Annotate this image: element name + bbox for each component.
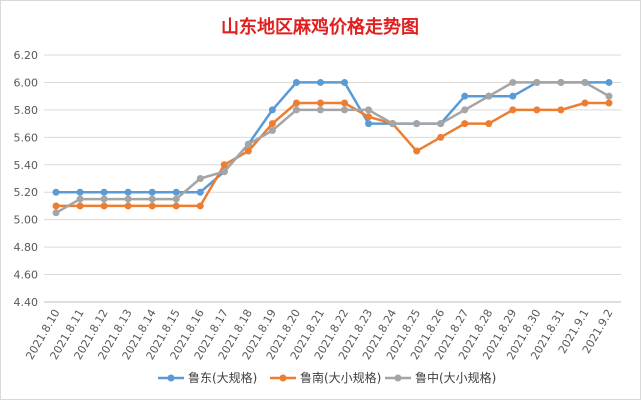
y-axis: 4.40 4.60 4.80 5.00 5.20 5.40 5.60 5.80 6.00 6.20 xyxy=(14,49,39,309)
y-tick-label: 5.60 xyxy=(14,131,39,144)
data-point xyxy=(365,120,373,128)
data-point xyxy=(341,99,349,107)
y-tick-label: 4.80 xyxy=(14,241,39,254)
legend-label: 鲁南(大小规格) xyxy=(300,370,381,385)
data-point xyxy=(461,120,469,128)
data-point xyxy=(268,126,276,134)
data-point xyxy=(52,209,60,217)
data-point xyxy=(148,195,156,203)
legend-marker xyxy=(279,374,287,382)
legend-label: 鲁东(大规格) xyxy=(188,370,257,385)
series-line xyxy=(55,81,610,214)
data-point xyxy=(485,120,493,128)
data-point xyxy=(196,175,204,182)
data-point xyxy=(509,92,517,100)
y-tick-label: 5.20 xyxy=(14,186,39,199)
y-tick-label: 5.00 xyxy=(14,214,39,227)
legend-marker xyxy=(167,374,175,382)
data-point xyxy=(605,92,613,100)
data-point xyxy=(316,106,324,114)
data-point xyxy=(220,161,228,169)
data-point xyxy=(316,99,324,107)
data-point xyxy=(557,106,565,114)
series-3 xyxy=(52,78,613,217)
series-line xyxy=(56,81,609,194)
grid-lines xyxy=(44,54,621,303)
data-point xyxy=(461,92,469,100)
y-tick-label: 4.60 xyxy=(14,269,39,282)
y-tick-label: 6.20 xyxy=(14,49,39,62)
data-point xyxy=(76,202,84,210)
data-point xyxy=(437,120,445,128)
data-point xyxy=(605,99,613,107)
data-point xyxy=(148,188,156,196)
legend-item: 鲁中(大小规格) xyxy=(385,370,496,385)
data-point xyxy=(437,133,445,141)
series-group xyxy=(52,78,613,217)
chart-title: 山东地区麻鸡价格走势图 xyxy=(221,16,419,38)
data-point xyxy=(557,78,565,86)
data-point xyxy=(76,188,84,196)
legend-item: 鲁东(大规格) xyxy=(158,370,257,385)
data-point xyxy=(124,195,132,203)
data-point xyxy=(244,147,252,155)
series-line xyxy=(56,101,609,208)
data-point xyxy=(244,140,252,148)
data-point xyxy=(413,120,421,128)
data-point xyxy=(533,106,541,114)
data-point xyxy=(292,106,300,114)
legend-marker xyxy=(394,374,402,382)
data-point xyxy=(268,106,276,114)
legend-item: 鲁南(大小规格) xyxy=(270,370,381,385)
data-point xyxy=(124,202,132,210)
data-point xyxy=(292,99,300,107)
data-point xyxy=(413,147,421,155)
data-point xyxy=(196,202,204,210)
data-point xyxy=(100,195,108,203)
legend-label: 鲁中(大小规格) xyxy=(415,370,496,385)
data-point xyxy=(341,106,349,114)
y-tick-label: 5.40 xyxy=(14,159,39,172)
data-point xyxy=(292,78,300,86)
data-point xyxy=(100,202,108,210)
data-point xyxy=(581,99,589,107)
data-point xyxy=(268,120,276,128)
y-tick-label: 4.40 xyxy=(14,296,39,309)
data-point xyxy=(316,78,324,86)
data-point xyxy=(100,188,108,196)
data-point xyxy=(365,106,373,114)
y-tick-label: 6.00 xyxy=(14,76,39,89)
data-point xyxy=(389,120,397,128)
data-point xyxy=(341,78,349,86)
legend: 鲁东(大规格) 鲁南(大小规格) 鲁中(大小规格) xyxy=(158,370,496,385)
data-point xyxy=(509,78,517,86)
data-point xyxy=(485,92,493,100)
data-point xyxy=(76,195,84,203)
data-point xyxy=(533,78,541,86)
data-point xyxy=(605,78,613,86)
data-point xyxy=(148,202,156,210)
data-point xyxy=(509,106,517,114)
data-point xyxy=(581,78,589,86)
data-point xyxy=(172,188,180,196)
data-point xyxy=(52,188,60,196)
y-tick-label: 5.80 xyxy=(14,104,39,117)
data-point xyxy=(365,113,373,121)
data-point xyxy=(52,202,60,210)
x-axis: 2021.8.102021.8.112021.8.122021.8.132021… xyxy=(23,301,621,362)
data-point xyxy=(124,188,132,196)
data-point xyxy=(172,195,180,203)
data-point xyxy=(220,168,228,176)
data-point xyxy=(172,202,180,210)
series-2 xyxy=(52,99,613,210)
data-point xyxy=(461,106,469,114)
data-point xyxy=(196,188,204,196)
